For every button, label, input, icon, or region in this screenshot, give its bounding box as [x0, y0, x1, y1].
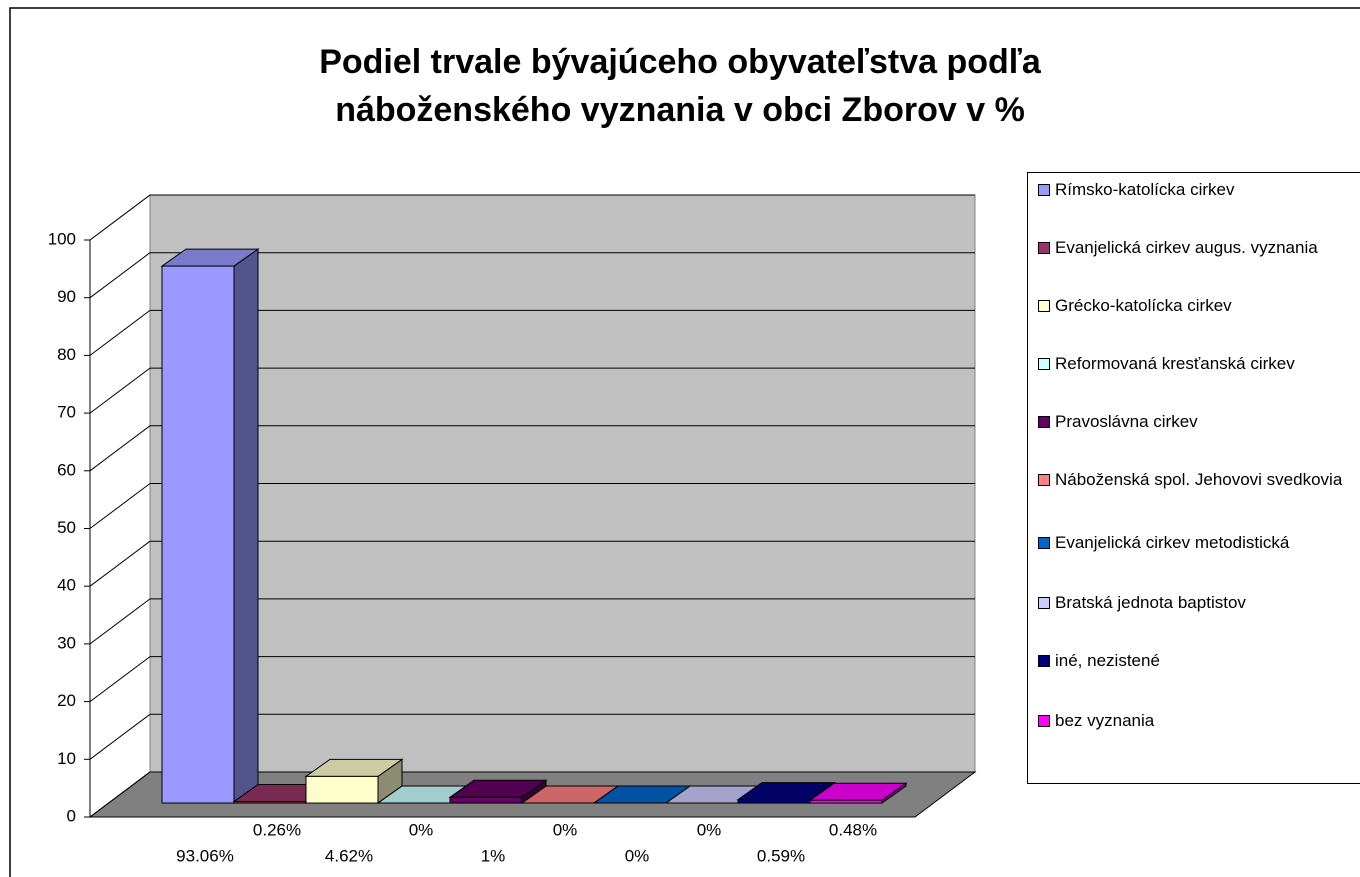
legend-label: Bratská jednota baptistov: [1055, 593, 1246, 612]
legend-swatch: [1038, 597, 1050, 609]
y-tick-label: 70: [57, 403, 76, 422]
bar: [305, 775, 379, 804]
legend-item: Reformovaná kresťanská cirkev: [1038, 352, 1360, 376]
bar: [737, 799, 811, 804]
legend-swatch: [1038, 655, 1050, 667]
y-tick-label: 40: [57, 576, 76, 595]
legend-label: Pravoslávna cirkev: [1055, 412, 1198, 431]
y-tick-label: 10: [57, 749, 76, 768]
data-label: 0%: [697, 820, 722, 839]
legend-swatch: [1038, 300, 1050, 312]
legend-item: Rímsko-katolícka cirkev: [1038, 178, 1360, 202]
y-tick-label: 0: [67, 806, 76, 825]
y-tick-label: 100: [48, 229, 76, 248]
chart-border: [9, 7, 1360, 877]
legend-label: Rímsko-katolícka cirkev: [1055, 180, 1235, 199]
legend-label: Náboženská spol. Jehovovi svedkovia: [1055, 470, 1343, 489]
grid-line: [89, 540, 151, 587]
data-label: 0.48%: [829, 820, 877, 839]
legend-swatch: [1038, 184, 1050, 196]
grid-line: [89, 194, 151, 241]
legend-item: iné, nezistené: [1038, 649, 1360, 673]
bar: [233, 801, 307, 804]
data-label: 0%: [625, 846, 650, 865]
legend-item: Náboženská spol. Jehovovi svedkovia: [1038, 468, 1360, 492]
data-label: 0%: [409, 820, 434, 839]
legend-swatch: [1038, 715, 1050, 727]
legend-label: Reformovaná kresťanská cirkev: [1055, 354, 1295, 373]
legend-swatch: [1038, 416, 1050, 428]
legend-swatch: [1038, 242, 1050, 254]
legend-label: Evanjelická cirkev metodistická: [1055, 533, 1290, 552]
legend-swatch: [1038, 358, 1050, 370]
legend-swatch: [1038, 474, 1050, 486]
grid-line: [89, 252, 151, 299]
legend-label: Evanjelická cirkev augus. vyznania: [1055, 238, 1318, 257]
data-label: 0.59%: [757, 846, 805, 865]
grid-line: [89, 367, 151, 414]
legend-item: Evanjelická cirkev metodistická: [1038, 531, 1360, 555]
chart-title: Podiel trvale bývajúceho obyvateľstva po…: [319, 43, 1041, 129]
data-label: 4.62%: [325, 846, 373, 865]
y-tick-label: 50: [57, 518, 76, 537]
y-tick-label: 90: [57, 287, 76, 306]
grid-line: [89, 771, 151, 818]
data-label: 0%: [553, 820, 578, 839]
legend-item: Grécko-katolícka cirkev: [1038, 294, 1360, 318]
legend-label: iné, nezistené: [1055, 651, 1160, 670]
legend-item: Evanjelická cirkev augus. vyznania: [1038, 236, 1360, 260]
grid-line: [89, 598, 151, 645]
grid-line: [89, 656, 151, 702]
legend: Rímsko-katolícka cirkev Evanjelická cirke…: [1027, 172, 1360, 784]
legend-item: bez vyznania: [1038, 709, 1360, 733]
grid-line: [89, 713, 151, 760]
y-tick-label: 80: [57, 345, 76, 364]
y-tick-label: 30: [57, 633, 76, 652]
bar-side: [233, 248, 259, 805]
legend-item: Bratská jednota baptistov: [1038, 591, 1360, 615]
data-label: 93.06%: [176, 846, 234, 865]
bar: [161, 265, 235, 804]
grid-line: [89, 309, 151, 356]
y-tick-label: 20: [57, 691, 76, 710]
grid-line: [89, 425, 151, 472]
data-label: 1%: [481, 846, 506, 865]
bar: [449, 796, 523, 804]
legend-label: Grécko-katolícka cirkev: [1055, 296, 1232, 315]
legend-swatch: [1038, 537, 1050, 549]
data-label: 0.26%: [253, 820, 301, 839]
grid-line: [89, 483, 151, 529]
y-tick-label: 60: [57, 460, 76, 479]
legend-item: Pravoslávna cirkev: [1038, 410, 1360, 434]
bar: [809, 799, 883, 804]
legend-label: bez vyznania: [1055, 711, 1155, 730]
